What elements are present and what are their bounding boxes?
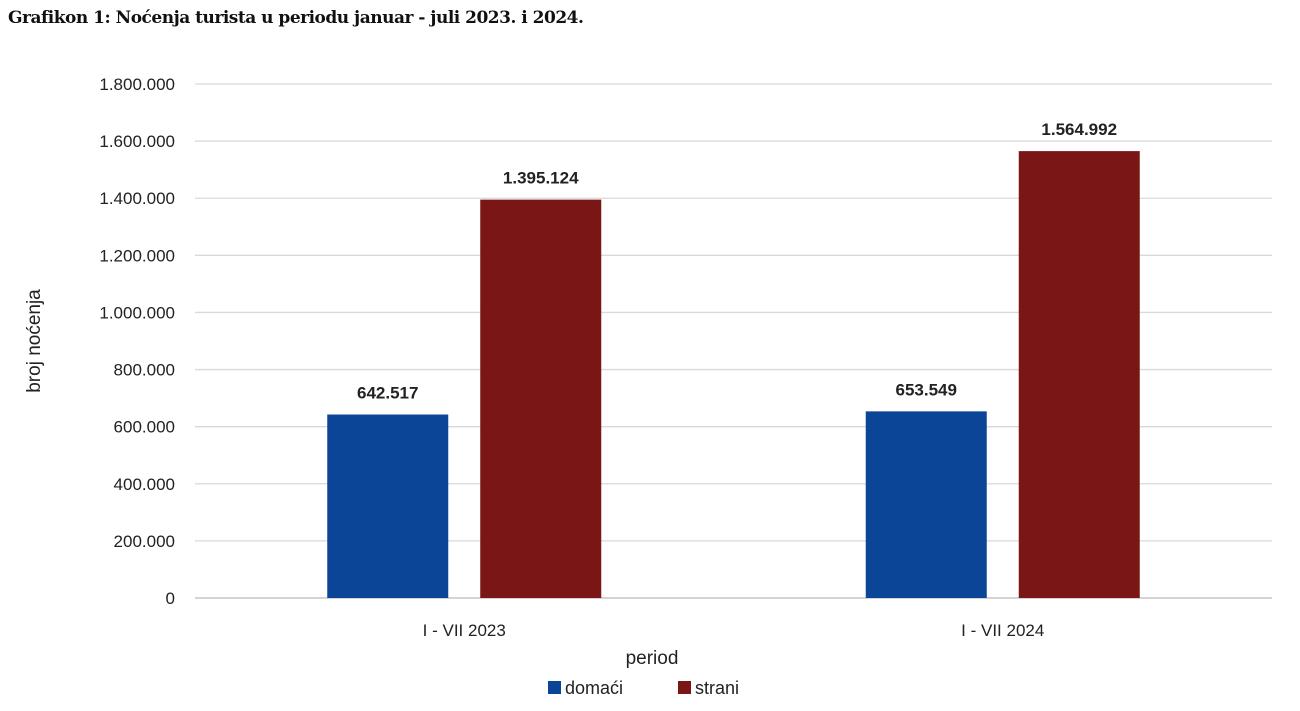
legend-label: strani: [695, 678, 739, 698]
x-axis-label: period: [626, 648, 679, 669]
y-tick-label: 1.000.000: [99, 303, 175, 322]
data-label: 1.395.124: [503, 169, 579, 188]
data-label: 653.549: [896, 380, 957, 399]
x-tick-label: I - VII 2024: [961, 621, 1044, 640]
y-tick-label: 1.400.000: [99, 189, 175, 208]
y-axis-label: broj noćenja: [24, 289, 45, 393]
x-tick-label: I - VII 2023: [423, 621, 506, 640]
data-label: 1.564.992: [1041, 120, 1117, 139]
bar-domaći: [865, 411, 987, 598]
chart-title: Grafikon 1: Noćenja turista u periodu ja…: [8, 8, 584, 28]
y-tick-label: 0: [166, 589, 175, 608]
y-tick-label: 1.600.000: [99, 132, 175, 151]
bar-strani: [1018, 151, 1140, 598]
legend-swatch: [678, 681, 691, 694]
bar-strani: [480, 199, 602, 598]
y-tick-label: 600.000: [114, 418, 175, 437]
y-tick-label: 1.800.000: [99, 75, 175, 94]
legend-label: domaći: [565, 678, 623, 698]
legend-swatch: [548, 681, 561, 694]
y-tick-label: 400.000: [114, 475, 175, 494]
y-tick-label: 200.000: [114, 532, 175, 551]
data-label: 642.517: [357, 384, 418, 403]
y-tick-label: 800.000: [114, 361, 175, 380]
bar-domaći: [327, 414, 449, 598]
y-tick-label: 1.200.000: [99, 246, 175, 265]
